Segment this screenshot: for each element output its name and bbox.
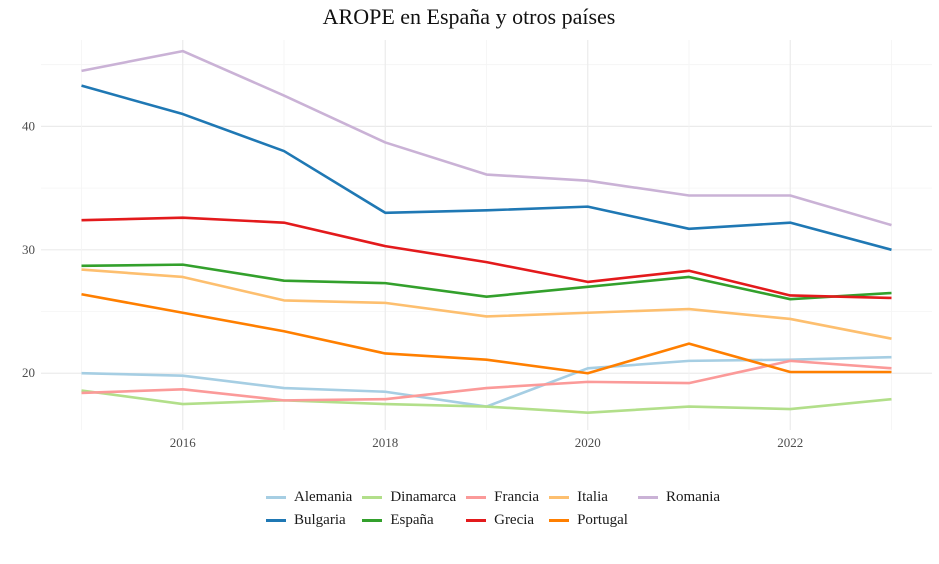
legend-item: Dinamarca: [362, 487, 456, 508]
series-line-francia: [81, 359, 892, 402]
legend-label: Grecia: [494, 512, 535, 528]
legend-key: [466, 519, 487, 522]
series-line-romania: [81, 49, 892, 227]
legend: Alemania Dinamarca Francia Italia Romania Bul…: [266, 487, 720, 531]
legend-item: Alemania: [266, 487, 352, 508]
legend-key: [637, 496, 658, 499]
legend-key: [266, 496, 286, 499]
legend-label: Dinamarca: [390, 489, 457, 505]
x-tick-label: 2018: [372, 435, 398, 450]
legend-label: Italia: [577, 489, 608, 505]
grid: [41, 40, 932, 430]
series-line-italia: [81, 268, 892, 340]
x-tick-label: 2022: [777, 435, 803, 450]
legend-key: [466, 496, 487, 499]
y-axis-ticks: 20 30 40: [22, 118, 35, 380]
legend-label: España: [390, 512, 434, 528]
legend-label: Bulgaria: [294, 512, 346, 528]
series-line-portugal: [81, 292, 892, 375]
y-tick-label: 40: [22, 118, 35, 133]
series-line-españa: [81, 263, 892, 301]
y-tick-label: 30: [22, 242, 35, 257]
legend-item: Francia: [466, 487, 539, 508]
legend-key: [362, 496, 383, 499]
legend-label: Portugal: [577, 512, 628, 528]
x-tick-label: 2016: [170, 435, 197, 450]
legend-label: Francia: [494, 489, 540, 505]
legend-label: Alemania: [294, 489, 353, 505]
x-tick-label: 2020: [575, 435, 601, 450]
series-lines: [81, 49, 892, 415]
legend-key: [266, 519, 286, 522]
legend-key: [549, 496, 570, 499]
series-line-bulgaria: [81, 84, 892, 252]
legend-item: Italia: [549, 487, 628, 508]
legend-item: Romania: [637, 487, 721, 508]
legend-key: [362, 519, 383, 522]
legend-item: España: [362, 510, 456, 531]
series-line-dinamarca: [81, 389, 892, 415]
chart-title: AROPE en España y otros países: [323, 4, 616, 29]
legend-item: Portugal: [549, 510, 628, 531]
series-line-grecia: [81, 216, 892, 300]
y-tick-label: 20: [22, 365, 35, 380]
legend-item: Bulgaria: [266, 510, 352, 531]
legend-item: Grecia: [466, 510, 539, 531]
legend-label: Romania: [665, 489, 721, 505]
x-axis-ticks: 2016 2018 2020 2022: [170, 435, 804, 450]
legend-key: [549, 519, 570, 522]
